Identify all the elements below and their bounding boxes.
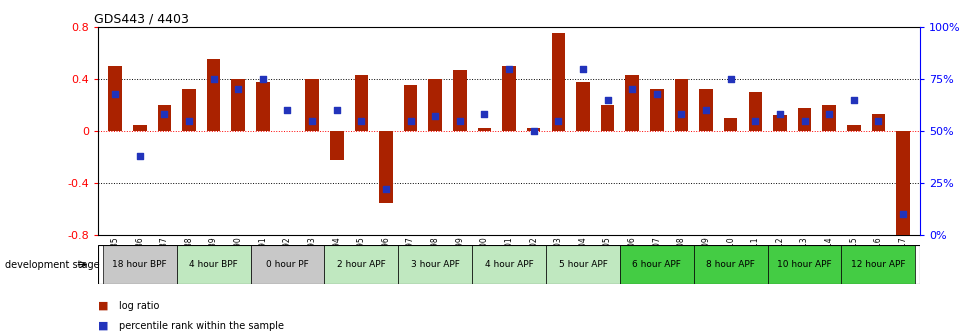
Bar <box>250 245 324 284</box>
Text: ■: ■ <box>98 301 109 311</box>
Bar <box>324 245 398 284</box>
Point <box>722 76 737 82</box>
Bar <box>398 245 471 284</box>
Point <box>402 118 418 123</box>
Point <box>329 108 344 113</box>
Bar <box>471 245 546 284</box>
Point <box>746 118 762 123</box>
Text: 6 hour APF: 6 hour APF <box>632 260 681 269</box>
Point <box>353 118 369 123</box>
Bar <box>619 245 693 284</box>
Point <box>132 153 148 159</box>
Bar <box>428 79 441 131</box>
Text: log ratio: log ratio <box>119 301 159 311</box>
Point <box>845 97 861 102</box>
Bar <box>182 89 196 131</box>
Bar <box>157 105 171 131</box>
Bar <box>176 245 250 284</box>
Bar <box>625 75 639 131</box>
Point <box>427 114 443 119</box>
Bar <box>600 105 614 131</box>
Text: 4 hour BPF: 4 hour BPF <box>189 260 238 269</box>
Point <box>869 118 885 123</box>
Bar <box>231 79 244 131</box>
Text: ■: ■ <box>98 321 109 331</box>
Bar <box>206 59 220 131</box>
Point <box>648 91 664 96</box>
Point <box>476 112 492 117</box>
Point <box>772 112 787 117</box>
Bar <box>846 125 860 131</box>
Bar <box>378 131 392 203</box>
Text: 2 hour APF: 2 hour APF <box>336 260 385 269</box>
Point <box>205 76 221 82</box>
Point <box>181 118 197 123</box>
Text: 3 hour APF: 3 hour APF <box>411 260 460 269</box>
Bar <box>870 114 884 131</box>
Text: 8 hour APF: 8 hour APF <box>705 260 754 269</box>
Bar <box>453 70 467 131</box>
Bar <box>767 245 841 284</box>
Bar <box>526 128 540 131</box>
Point <box>255 76 271 82</box>
Text: 4 hour APF: 4 hour APF <box>484 260 533 269</box>
Point <box>156 112 172 117</box>
Point <box>821 112 836 117</box>
Bar <box>354 75 368 131</box>
Point <box>304 118 320 123</box>
Point <box>525 128 541 134</box>
Bar <box>822 105 835 131</box>
Bar <box>305 79 319 131</box>
Point <box>280 108 295 113</box>
Bar <box>103 245 176 284</box>
Bar <box>773 116 786 131</box>
Point <box>230 87 245 92</box>
Point <box>673 112 689 117</box>
Bar <box>649 89 663 131</box>
Point <box>108 91 123 96</box>
Text: development stage: development stage <box>5 260 100 269</box>
Bar <box>330 131 343 160</box>
Text: 10 hour APF: 10 hour APF <box>777 260 831 269</box>
Bar <box>546 245 619 284</box>
Bar <box>723 118 736 131</box>
Point <box>550 118 565 123</box>
Point <box>796 118 812 123</box>
Text: 5 hour APF: 5 hour APF <box>557 260 606 269</box>
Bar <box>502 66 515 131</box>
Bar <box>674 79 688 131</box>
Point <box>574 66 590 71</box>
Bar <box>109 66 122 131</box>
Bar <box>748 92 761 131</box>
Bar <box>133 125 147 131</box>
Point <box>624 87 640 92</box>
Bar <box>551 33 564 131</box>
Bar <box>256 82 269 131</box>
Point <box>697 108 713 113</box>
Text: 0 hour PF: 0 hour PF <box>266 260 308 269</box>
Bar <box>895 131 909 242</box>
Text: GDS443 / 4403: GDS443 / 4403 <box>94 13 189 26</box>
Bar <box>841 245 914 284</box>
Bar <box>698 89 712 131</box>
Text: 18 hour BPF: 18 hour BPF <box>112 260 167 269</box>
Point <box>452 118 467 123</box>
Point <box>501 66 516 71</box>
Bar <box>797 108 811 131</box>
Point <box>894 212 910 217</box>
Bar <box>693 245 767 284</box>
Point <box>600 97 615 102</box>
Bar <box>403 85 417 131</box>
Text: percentile rank within the sample: percentile rank within the sample <box>119 321 285 331</box>
Text: 12 hour APF: 12 hour APF <box>850 260 905 269</box>
Bar <box>477 128 491 131</box>
Bar <box>576 82 589 131</box>
Point <box>378 187 393 192</box>
